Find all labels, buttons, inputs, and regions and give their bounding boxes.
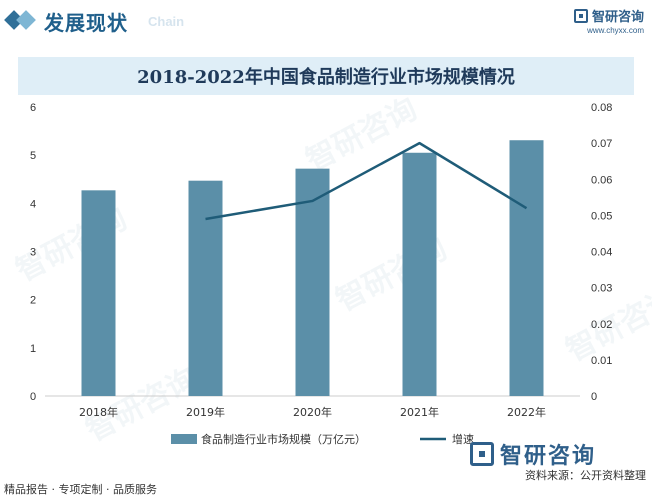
diamond-icon: [16, 10, 36, 30]
y-left-tick-label: 0: [30, 391, 36, 403]
y-right-tick-label: 0.08: [591, 102, 612, 114]
bar: [402, 152, 437, 396]
y-right-tick-label: 0.07: [591, 138, 612, 150]
growth-line: [205, 141, 528, 221]
bar: [81, 190, 116, 396]
y-right-tick-label: 0.01: [591, 355, 612, 367]
brand-logo-icon: [573, 8, 588, 23]
brand-url[interactable]: www.chyxx.com: [587, 26, 644, 35]
section-title: 发展现状: [44, 11, 128, 35]
y-left-tick-label: 3: [30, 247, 36, 259]
chart: 0 1 2 3 4 5 6 0 0.01 0.02 0.03 0.04 0.05 0.06 0.07 0.08…: [30, 102, 612, 446]
bar: [188, 180, 223, 396]
y-right-tick-label: 0.02: [591, 319, 612, 331]
data-source: 资料来源：公开资料整理: [525, 469, 646, 482]
y-left-tick-label: 4: [30, 198, 36, 210]
legend-label-bar: 食品制造行业市场规模（万亿元）: [201, 432, 366, 446]
y-right-tick-label: 0.03: [591, 283, 612, 295]
y-right-tick-label: 0.05: [591, 210, 612, 222]
legend-label-line: 增速: [452, 432, 474, 446]
x-tick-label: 2019年: [186, 405, 225, 419]
legend-swatch-bar: [171, 434, 197, 444]
bar: [295, 168, 330, 396]
footer-brand: 智研咨询: [470, 438, 596, 470]
brand-name: 智研咨询: [591, 10, 644, 25]
x-tick-label: 2020年: [293, 405, 332, 419]
y-left-tick-label: 6: [30, 102, 36, 114]
brand[interactable]: 智研咨询 www.chyxx.com: [573, 6, 644, 35]
x-tick-label: 2021年: [400, 405, 439, 419]
y-left-tick-label: 1: [30, 343, 36, 355]
y-left-tick-label: 5: [30, 150, 36, 162]
footer-logo-icon: [470, 442, 494, 466]
footer-brand-name: 智研咨询: [500, 444, 597, 469]
y-right-tick-label: 0.04: [591, 247, 612, 259]
header: 发展现状 Chain 智研咨询 www.chyxx.com: [0, 0, 652, 46]
y-right-tick-label: 0: [591, 391, 597, 403]
bar: [509, 140, 544, 396]
section-subtitle-en: Chain: [148, 14, 185, 29]
chart-title: 2018-2022年中国食品制造行业市场规模情况: [137, 67, 515, 88]
x-tick-label: 2018年: [79, 405, 118, 419]
footer-slogan: 精品报告 · 专项定制 · 品质服务: [4, 483, 157, 496]
y-left-tick-label: 2: [30, 295, 36, 307]
x-tick-label: 2022年: [507, 405, 546, 419]
y-right-tick-label: 0.06: [591, 174, 612, 186]
chart-title-band: 2018-2022年中国食品制造行业市场规模情况: [18, 57, 634, 95]
